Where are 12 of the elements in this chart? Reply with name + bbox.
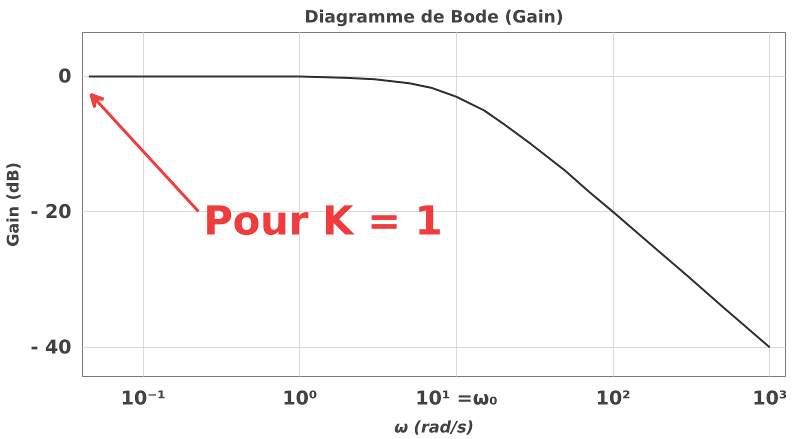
x-tick-label: 10⁰ — [282, 388, 318, 410]
x-axis-title: ω (rad/s) — [394, 418, 474, 436]
y-tick-label: - 40 — [30, 336, 72, 358]
chart-title: Diagramme de Bode (Gain) — [304, 8, 564, 28]
y-axis-title: Gain (dB) — [4, 162, 23, 247]
x-tick-label: 10⁻¹ — [120, 388, 166, 410]
y-tick-label: 0 — [58, 66, 72, 88]
annotation: Pour K = 1 — [203, 198, 443, 245]
y-tick-label: - 20 — [30, 200, 72, 223]
x-tick-label: 10¹ =ω₀ — [415, 388, 498, 410]
x-tick-label: 10³ — [752, 388, 788, 410]
x-tick-label: 10² — [596, 388, 631, 410]
